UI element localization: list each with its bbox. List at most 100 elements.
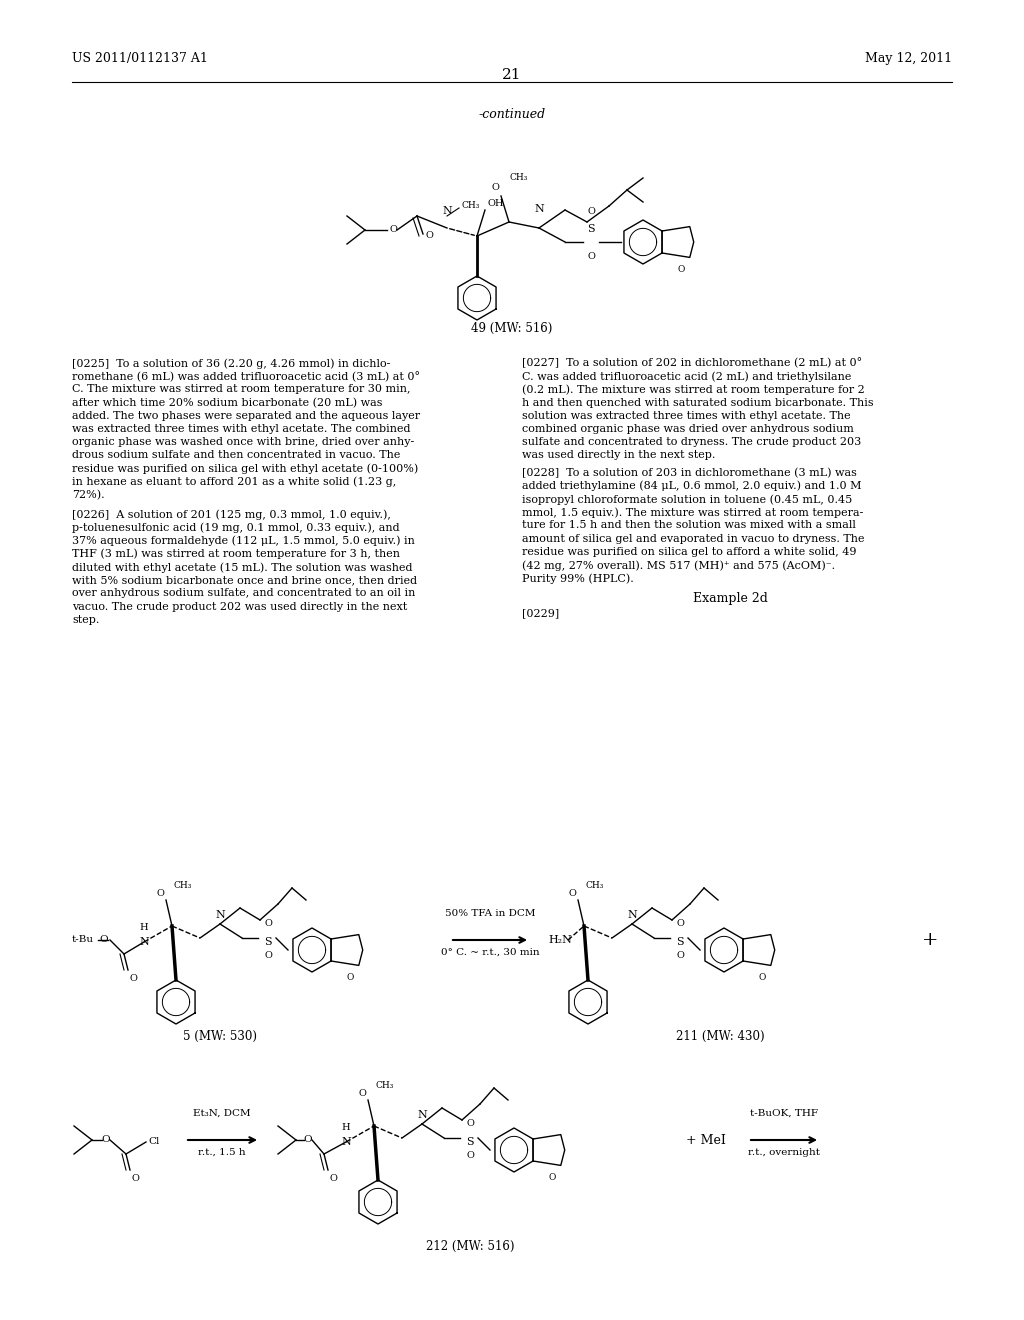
Text: Purity 99% (HPLC).: Purity 99% (HPLC). (522, 573, 634, 583)
Text: CH₃: CH₃ (586, 882, 604, 891)
Text: C. was added trifluoroacetic acid (2 mL) and triethylsilane: C. was added trifluoroacetic acid (2 mL)… (522, 371, 851, 381)
Text: solution was extracted three times with ethyl acetate. The: solution was extracted three times with … (522, 411, 851, 421)
Text: O: O (346, 973, 353, 982)
Text: t-Bu: t-Bu (72, 936, 94, 945)
Text: + MeI: + MeI (686, 1134, 726, 1147)
Text: in hexane as eluant to afford 201 as a white solid (1.23 g,: in hexane as eluant to afford 201 as a w… (72, 477, 396, 487)
Text: S: S (587, 224, 595, 234)
Text: [0228]  To a solution of 203 in dichloromethane (3 mL) was: [0228] To a solution of 203 in dichlorom… (522, 467, 857, 478)
Text: N: N (535, 205, 544, 214)
Text: H₂N: H₂N (548, 935, 571, 945)
Text: O: O (304, 1135, 312, 1144)
Text: ture for 1.5 h and then the solution was mixed with a small: ture for 1.5 h and then the solution was… (522, 520, 856, 531)
Text: O: O (99, 936, 109, 945)
Text: was used directly in the next step.: was used directly in the next step. (522, 450, 716, 461)
Text: CH₃: CH₃ (509, 173, 527, 182)
Text: 72%).: 72%). (72, 490, 104, 500)
Text: 5 (MW: 530): 5 (MW: 530) (183, 1030, 257, 1043)
Text: O: O (492, 183, 499, 191)
Text: added triethylamine (84 μL, 0.6 mmol, 2.0 equiv.) and 1.0 M: added triethylamine (84 μL, 0.6 mmol, 2.… (522, 480, 861, 491)
Text: diluted with ethyl acetate (15 mL). The solution was washed: diluted with ethyl acetate (15 mL). The … (72, 562, 413, 573)
Text: H: H (139, 923, 148, 932)
Text: OH: OH (487, 199, 504, 209)
Text: O: O (358, 1089, 366, 1098)
Text: S: S (466, 1137, 474, 1147)
Text: N: N (442, 206, 452, 216)
Text: over anhydrous sodium sulfate, and concentrated to an oil in: over anhydrous sodium sulfate, and conce… (72, 589, 416, 598)
Text: S: S (676, 937, 684, 946)
Text: h and then quenched with saturated sodium bicarbonate. This: h and then quenched with saturated sodiu… (522, 397, 873, 408)
Text: was extracted three times with ethyl acetate. The combined: was extracted three times with ethyl ace… (72, 424, 411, 434)
Text: O: O (425, 231, 433, 240)
Text: Et₃N, DCM: Et₃N, DCM (194, 1109, 251, 1118)
Text: O: O (587, 207, 595, 216)
Text: O: O (466, 1119, 474, 1129)
Text: O: O (264, 920, 272, 928)
Text: 50% TFA in DCM: 50% TFA in DCM (444, 909, 536, 917)
Text: N: N (627, 909, 637, 920)
Text: N: N (215, 909, 225, 920)
Text: amount of silica gel and evaporated in vacuo to dryness. The: amount of silica gel and evaporated in v… (522, 533, 864, 544)
Text: 21: 21 (502, 69, 522, 82)
Text: (42 mg, 27% overall). MS 517 (MH)⁺ and 575 (AcOM)⁻.: (42 mg, 27% overall). MS 517 (MH)⁺ and 5… (522, 560, 836, 570)
Text: mmol, 1.5 equiv.). The mixture was stirred at room tempera-: mmol, 1.5 equiv.). The mixture was stirr… (522, 507, 863, 517)
Text: isopropyl chloroformate solution in toluene (0.45 mL, 0.45: isopropyl chloroformate solution in tolu… (522, 494, 852, 504)
Text: Cl: Cl (148, 1138, 160, 1147)
Text: O: O (389, 226, 397, 235)
Text: N: N (417, 1110, 427, 1119)
Text: with 5% sodium bicarbonate once and brine once, then dried: with 5% sodium bicarbonate once and brin… (72, 576, 417, 585)
Text: May 12, 2011: May 12, 2011 (865, 51, 952, 65)
Text: step.: step. (72, 615, 99, 624)
Text: [0226]  A solution of 201 (125 mg, 0.3 mmol, 1.0 equiv.),: [0226] A solution of 201 (125 mg, 0.3 mm… (72, 510, 391, 520)
Text: O: O (101, 1135, 111, 1144)
Text: US 2011/0112137 A1: US 2011/0112137 A1 (72, 51, 208, 65)
Text: drous sodium sulfate and then concentrated in vacuo. The: drous sodium sulfate and then concentrat… (72, 450, 400, 461)
Text: 37% aqueous formaldehyde (112 μL, 1.5 mmol, 5.0 equiv.) in: 37% aqueous formaldehyde (112 μL, 1.5 mm… (72, 536, 415, 546)
Text: +: + (922, 931, 938, 949)
Text: O: O (466, 1151, 474, 1160)
Text: t-BuOK, THF: t-BuOK, THF (750, 1109, 818, 1118)
Text: residue was purified on silica gel to afford a white solid, 49: residue was purified on silica gel to af… (522, 546, 856, 557)
Text: C. The mixture was stirred at room temperature for 30 min,: C. The mixture was stirred at room tempe… (72, 384, 411, 395)
Text: (0.2 mL). The mixture was stirred at room temperature for 2: (0.2 mL). The mixture was stirred at roo… (522, 384, 864, 395)
Text: [0225]  To a solution of 36 (2.20 g, 4.26 mmol) in dichlo-: [0225] To a solution of 36 (2.20 g, 4.26… (72, 358, 390, 368)
Text: S: S (264, 937, 271, 946)
Text: p-toluenesulfonic acid (19 mg, 0.1 mmol, 0.33 equiv.), and: p-toluenesulfonic acid (19 mg, 0.1 mmol,… (72, 523, 399, 533)
Text: O: O (677, 265, 685, 275)
Text: [0227]  To a solution of 202 in dichloromethane (2 mL) at 0°: [0227] To a solution of 202 in dichlorom… (522, 358, 862, 368)
Text: 49 (MW: 516): 49 (MW: 516) (471, 322, 553, 335)
Text: Example 2d: Example 2d (692, 593, 767, 606)
Text: H: H (342, 1123, 350, 1133)
Text: 212 (MW: 516): 212 (MW: 516) (426, 1239, 514, 1253)
Text: organic phase was washed once with brine, dried over anhy-: organic phase was washed once with brine… (72, 437, 415, 447)
Text: O: O (759, 973, 766, 982)
Text: O: O (587, 252, 595, 261)
Text: 0° C. ~ r.t., 30 min: 0° C. ~ r.t., 30 min (440, 948, 540, 957)
Text: 211 (MW: 430): 211 (MW: 430) (676, 1030, 764, 1043)
Text: CH₃: CH₃ (461, 202, 479, 210)
Text: after which time 20% sodium bicarbonate (20 mL) was: after which time 20% sodium bicarbonate … (72, 397, 383, 408)
Text: O: O (264, 952, 272, 961)
Text: combined organic phase was dried over anhydrous sodium: combined organic phase was dried over an… (522, 424, 854, 434)
Text: residue was purified on silica gel with ethyl acetate (0-100%): residue was purified on silica gel with … (72, 463, 418, 474)
Text: CH₃: CH₃ (174, 882, 193, 891)
Text: O: O (131, 1173, 139, 1183)
Text: O: O (676, 952, 684, 961)
Text: r.t., overnight: r.t., overnight (748, 1148, 820, 1158)
Text: N: N (341, 1137, 351, 1147)
Text: THF (3 mL) was stirred at room temperature for 3 h, then: THF (3 mL) was stirred at room temperatu… (72, 549, 400, 560)
Text: sulfate and concentrated to dryness. The crude product 203: sulfate and concentrated to dryness. The… (522, 437, 861, 447)
Text: vacuo. The crude product 202 was used directly in the next: vacuo. The crude product 202 was used di… (72, 602, 408, 611)
Text: added. The two phases were separated and the aqueous layer: added. The two phases were separated and… (72, 411, 420, 421)
Text: -continued: -continued (478, 108, 546, 121)
Text: romethane (6 mL) was added trifluoroacetic acid (3 mL) at 0°: romethane (6 mL) was added trifluoroacet… (72, 371, 420, 381)
Text: O: O (549, 1173, 556, 1183)
Text: O: O (568, 888, 575, 898)
Text: CH₃: CH₃ (376, 1081, 394, 1090)
Text: r.t., 1.5 h: r.t., 1.5 h (199, 1148, 246, 1158)
Text: O: O (156, 888, 164, 898)
Text: O: O (129, 974, 137, 983)
Text: O: O (329, 1173, 337, 1183)
Text: [0229]: [0229] (522, 609, 559, 618)
Text: N: N (139, 937, 148, 946)
